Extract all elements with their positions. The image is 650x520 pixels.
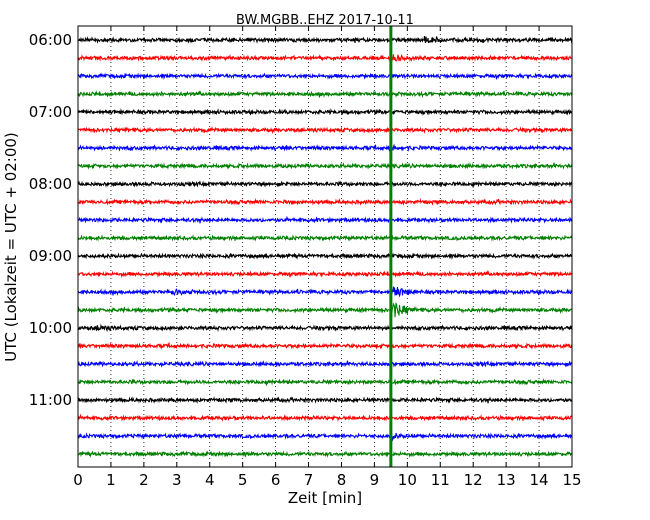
trace-0730 bbox=[77, 142, 573, 152]
x-tick-label: 7 bbox=[304, 471, 314, 489]
trace-0945 bbox=[77, 302, 573, 319]
y-tick-label: 11:00 bbox=[29, 391, 72, 409]
y-axis: 06:00 07:00 08:00 09:00 10:00 11:00 bbox=[29, 31, 572, 409]
x-tick-label: 10 bbox=[398, 471, 417, 489]
y-tick-label: 08:00 bbox=[29, 175, 72, 193]
x-tick-label: 0 bbox=[73, 471, 83, 489]
x-tick-label: 9 bbox=[370, 471, 380, 489]
y-tick-label: 06:00 bbox=[29, 31, 72, 49]
x-tick-label: 2 bbox=[139, 471, 149, 489]
x-tick-label: 12 bbox=[464, 471, 483, 489]
x-tick-label: 15 bbox=[562, 471, 581, 489]
x-tick-label: 5 bbox=[238, 471, 248, 489]
trace-0845 bbox=[77, 234, 573, 242]
trace-0815 bbox=[77, 198, 573, 206]
trace-1115 bbox=[77, 413, 573, 422]
trace-1015 bbox=[77, 342, 573, 350]
x-axis: 0 1 2 3 4 5 6 7 8 9 10 11 12 13 14 15 bbox=[73, 26, 582, 489]
trace-1000 bbox=[77, 323, 573, 333]
x-tick-label: 3 bbox=[172, 471, 182, 489]
grid-lines bbox=[77, 26, 573, 467]
x-tick-label: 14 bbox=[530, 471, 549, 489]
x-tick-label: 11 bbox=[431, 471, 450, 489]
x-tick-label: 4 bbox=[205, 471, 215, 489]
trace-0915 bbox=[77, 270, 573, 278]
x-tick-label: 1 bbox=[106, 471, 116, 489]
y-tick-label: 10:00 bbox=[29, 319, 72, 337]
trace-1030 bbox=[77, 359, 573, 368]
x-tick-label: 13 bbox=[497, 471, 516, 489]
trace-1045 bbox=[77, 378, 573, 387]
y-tick-label: 09:00 bbox=[29, 247, 72, 265]
trace-1145 bbox=[77, 450, 573, 458]
trace-0700 bbox=[77, 107, 573, 116]
x-tick-label: 8 bbox=[337, 471, 347, 489]
plot-frame bbox=[77, 25, 573, 468]
trace-0930 bbox=[77, 286, 573, 300]
trace-0745 bbox=[77, 161, 573, 170]
chart-title: BW.MGBB..EHZ 2017-10-11 bbox=[236, 13, 414, 28]
trace-0830 bbox=[77, 215, 573, 224]
x-tick-label: 6 bbox=[271, 471, 281, 489]
trace-0900 bbox=[77, 252, 573, 260]
trace-0615 bbox=[77, 54, 573, 63]
trace-0715 bbox=[77, 125, 573, 135]
trace-0630 bbox=[77, 72, 573, 80]
seismic-traces bbox=[77, 35, 573, 458]
trace-0645 bbox=[77, 90, 573, 98]
x-axis-label: Zeit [min] bbox=[288, 489, 362, 507]
y-axis-label: UTC (Lokalzeit = UTC + 02:00) bbox=[2, 132, 20, 362]
trace-1100 bbox=[77, 396, 573, 404]
y-tick-label: 07:00 bbox=[29, 103, 72, 121]
trace-0800 bbox=[77, 180, 573, 189]
trace-1130 bbox=[77, 432, 573, 442]
trace-0600 bbox=[77, 35, 573, 44]
